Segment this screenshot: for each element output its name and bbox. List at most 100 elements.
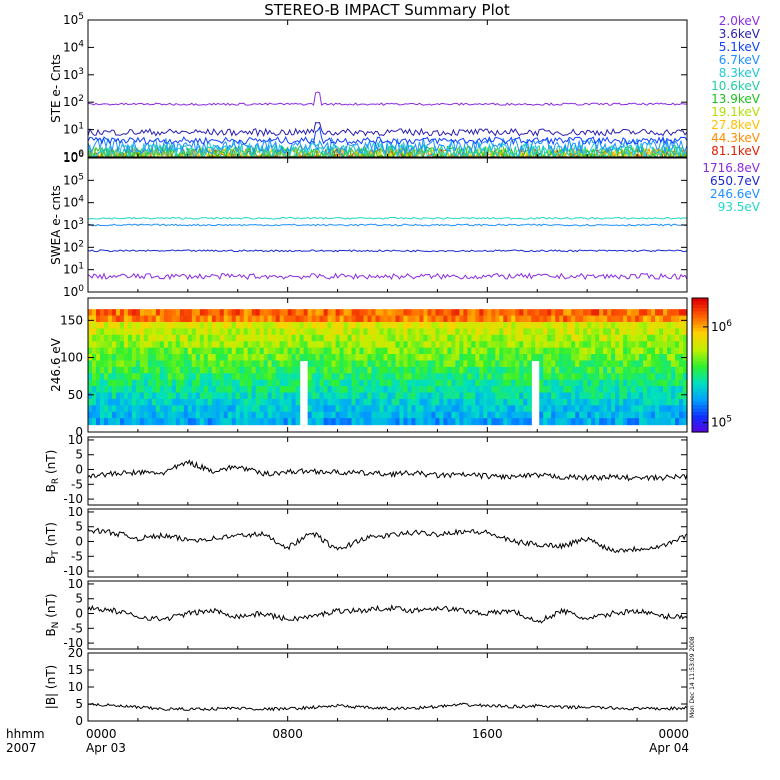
pad-cell — [319, 366, 325, 374]
pad-cell — [179, 366, 185, 374]
pad-cell — [155, 379, 161, 387]
pad-cell — [543, 405, 548, 413]
pad-cell — [551, 366, 556, 374]
pad-cell — [88, 366, 93, 374]
pad-cell — [535, 315, 540, 323]
pad-cell — [671, 392, 676, 400]
pad-cell — [431, 398, 437, 406]
pad-cell — [555, 366, 560, 374]
pad-cell — [403, 411, 409, 419]
pad-cell — [395, 373, 401, 381]
pad-cell — [555, 360, 560, 368]
pad-cell — [539, 379, 544, 387]
pad-cell — [375, 309, 381, 317]
pad-cell — [231, 347, 237, 355]
pad-cell — [471, 373, 476, 381]
pad-cell — [527, 360, 532, 368]
pad-cell — [599, 411, 604, 419]
pad-cell — [171, 328, 177, 336]
pad-cell — [115, 360, 121, 368]
pad-cell — [143, 334, 149, 342]
pad-cell — [371, 392, 377, 400]
pad-cell — [179, 398, 185, 406]
pad-cell — [131, 309, 137, 317]
pad-cell — [139, 411, 145, 419]
pad-cell — [671, 321, 676, 329]
pad-cell — [283, 321, 289, 329]
pad-cell — [331, 347, 337, 355]
pad-cell — [275, 334, 281, 342]
pad-cell — [191, 379, 197, 387]
pad-cell — [151, 418, 157, 426]
pad-cell — [547, 373, 552, 381]
bmag-trace — [87, 702, 688, 712]
pad-cell — [283, 386, 289, 394]
pad-cell — [179, 315, 185, 323]
pad-cell — [295, 392, 301, 400]
pad-cell — [547, 411, 552, 419]
pad-cell — [451, 360, 456, 368]
pad-cell — [563, 405, 568, 413]
pad-cell — [211, 341, 217, 349]
pad-cell — [515, 418, 520, 426]
pad-cell — [519, 328, 524, 336]
pad-cell — [219, 366, 225, 374]
pad-cell — [423, 405, 429, 413]
pad-cell — [519, 309, 524, 317]
br-ytick-label-2: 0 — [75, 463, 83, 477]
pad-cell — [607, 360, 612, 368]
pad-cell — [599, 321, 604, 329]
pad-cell — [427, 315, 433, 323]
pad-cell — [591, 386, 596, 394]
pad-cell — [423, 392, 429, 400]
pad-cell — [139, 328, 145, 336]
pad-cell — [395, 379, 401, 387]
pad-cell — [311, 418, 317, 426]
pad-cell — [647, 366, 652, 374]
pad-cell — [491, 405, 496, 413]
pad-cell — [231, 341, 237, 349]
pad-cell — [483, 309, 488, 317]
pad-cell — [571, 392, 576, 400]
pad-cell — [571, 418, 576, 426]
pad-cell — [675, 366, 680, 374]
pad-cell — [323, 309, 329, 317]
pad-cell — [639, 411, 644, 419]
pad-cell — [499, 392, 504, 400]
pad-cell — [643, 360, 648, 368]
pad-cell — [95, 418, 101, 426]
pad-cell — [239, 321, 245, 329]
pad-cell — [227, 347, 233, 355]
pad-cell — [599, 366, 604, 374]
pad-cell — [431, 341, 437, 349]
pad-cell — [255, 360, 261, 368]
pad-cell — [323, 386, 329, 394]
pad-cell — [95, 398, 101, 406]
pad-cell — [315, 347, 321, 355]
pad-cell — [647, 360, 652, 368]
pad-cell — [607, 366, 612, 374]
pad-cell — [375, 315, 381, 323]
pad-cell — [347, 398, 353, 406]
pad-cell — [115, 341, 121, 349]
pad-cell — [95, 321, 101, 329]
pad-cell — [371, 328, 377, 336]
pad-cell — [315, 411, 321, 419]
pad-cell — [355, 321, 361, 329]
pad-cell — [599, 315, 604, 323]
pad-cell — [255, 405, 261, 413]
pad-cell — [123, 328, 129, 336]
pad-cell — [319, 386, 325, 394]
pad-cell — [643, 398, 648, 406]
pad-cell — [403, 366, 409, 374]
pad-cell — [111, 309, 117, 317]
pad-cell — [167, 405, 173, 413]
pad-cell — [259, 347, 265, 355]
pad-cell — [683, 379, 688, 387]
pad-cell — [99, 360, 105, 368]
pad-cell — [607, 347, 612, 355]
pad-cell — [407, 354, 413, 362]
pad-cell — [243, 315, 249, 323]
pad-cell — [243, 418, 249, 426]
pad-cell — [123, 386, 129, 394]
